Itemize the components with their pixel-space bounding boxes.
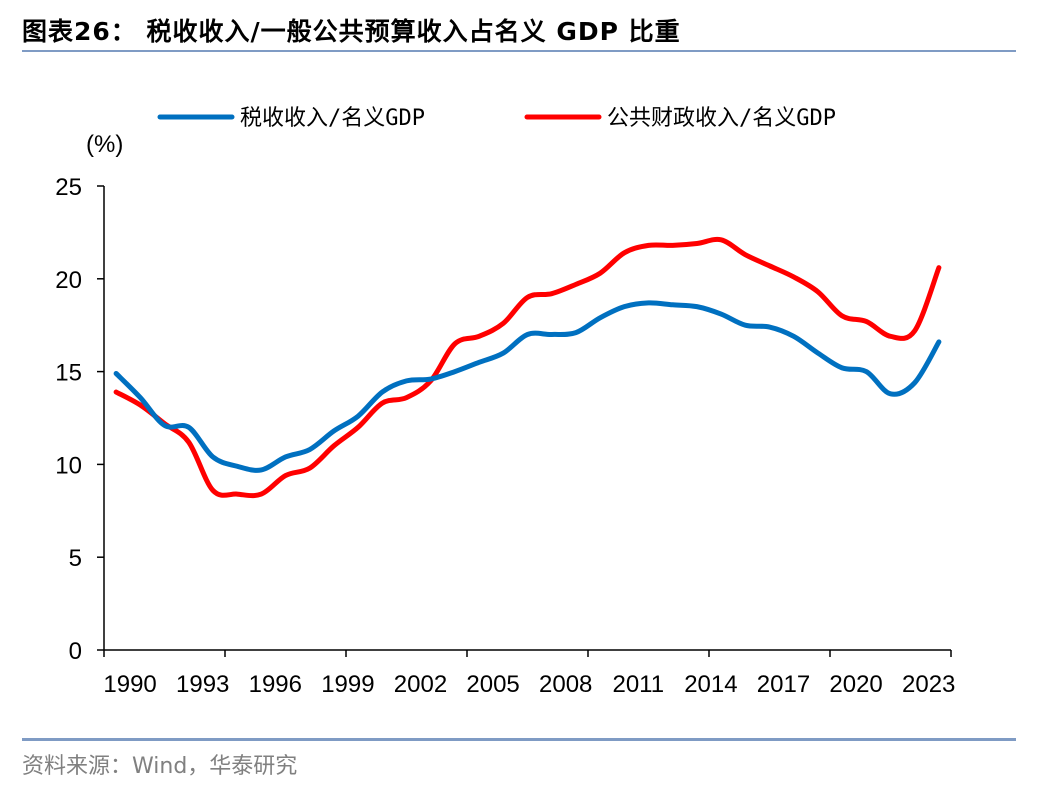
y-tick-label: 10 <box>55 452 82 479</box>
chart-title: 图表26： 税收收入/一般公共预算收入占名义 GDP 比重 <box>22 17 681 46</box>
y-axis-unit-label: (%) <box>86 131 123 158</box>
y-tick-label: 5 <box>69 545 82 572</box>
x-tick-label: 1999 <box>321 671 374 698</box>
source-note: 资料来源：Wind，华泰研究 <box>22 754 298 779</box>
series-line-1 <box>113 236 942 499</box>
y-tick-label: 25 <box>55 174 82 201</box>
x-tick-label: 2014 <box>684 671 737 698</box>
legend: 税收收入/名义GDP 公共财政收入/名义GDP <box>157 106 836 131</box>
legend-label-0: 税收收入/名义GDP <box>240 106 425 131</box>
footer-divider <box>22 738 1016 741</box>
y-tick-label: 0 <box>69 638 82 665</box>
x-tick-label: 2023 <box>902 671 955 698</box>
x-tick-label: 1993 <box>176 671 229 698</box>
x-tick-label: 2005 <box>466 671 519 698</box>
x-tick-label: 2008 <box>539 671 592 698</box>
x-tick-label: 2020 <box>829 671 882 698</box>
legend-label-1: 公共财政收入/名义GDP <box>607 106 836 131</box>
x-tick-label: 2002 <box>394 671 447 698</box>
series-group <box>113 236 942 499</box>
series-line-0 <box>113 300 942 473</box>
y-tick-label: 15 <box>55 360 82 387</box>
title-divider <box>22 50 1016 52</box>
x-tick-label: 1990 <box>103 671 156 698</box>
x-tick-label: 2017 <box>757 671 810 698</box>
x-tick-label: 1996 <box>249 671 302 698</box>
x-tick-label: 2011 <box>612 671 664 698</box>
axes: 0 5 10 15 20 25 1990 1993 1996 1999 2002 2005 2008 20… <box>55 174 955 698</box>
y-tick-label: 20 <box>55 267 82 294</box>
